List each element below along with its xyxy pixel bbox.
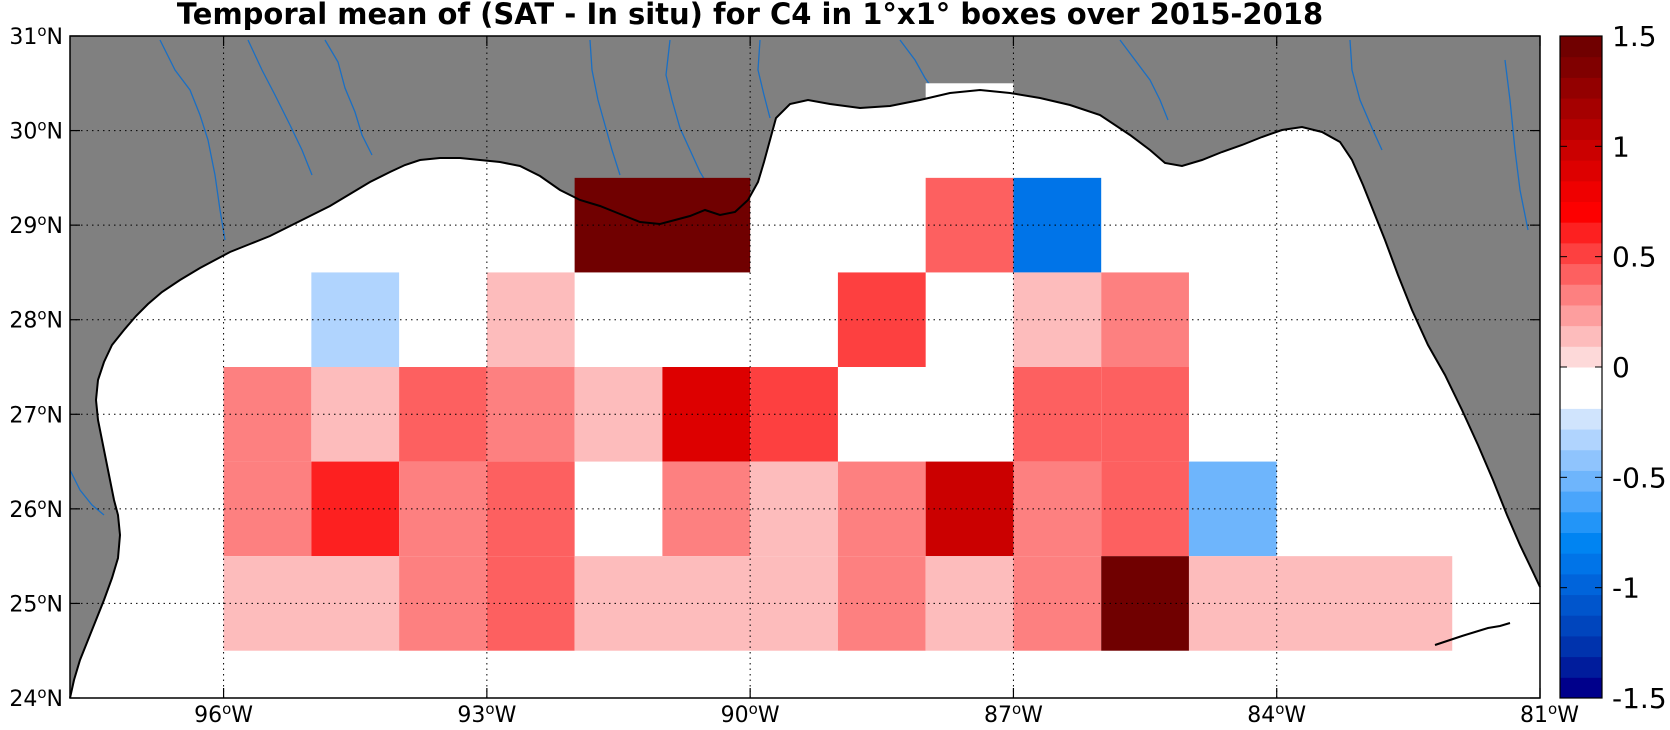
data-cell	[311, 461, 400, 557]
data-cell	[837, 177, 926, 273]
map-panel: 96oW 93oW 90oW 87oW 84oW 81oW 31oN 30oN 29oN 28o…	[9, 22, 1579, 728]
river-stjohns	[1504, 59, 1529, 231]
y-tick-label: 28oN	[9, 306, 63, 334]
data-cell	[837, 461, 926, 557]
rivers	[69, 39, 1529, 516]
colorbar-step	[1560, 56, 1602, 78]
graticule	[70, 36, 1540, 698]
river-atchafalaya	[589, 39, 621, 176]
x-tick-label: 96oW	[194, 700, 253, 728]
colorbar-step	[1560, 367, 1602, 389]
y-tick-label: 25oN	[9, 589, 63, 617]
river-apalachicola	[1119, 39, 1169, 121]
colorbar-step	[1560, 470, 1602, 492]
colorbar-step	[1560, 160, 1602, 182]
x-tick-label: 90oW	[721, 700, 780, 728]
colorbar-step	[1560, 77, 1602, 99]
colorbar-tick-label: 0.5	[1612, 241, 1657, 274]
map-frame	[69, 35, 1541, 699]
colorbar-step	[1560, 36, 1602, 58]
colorbar-step	[1560, 449, 1602, 471]
y-tick-label: 24oN	[9, 684, 63, 712]
colorbar-step	[1560, 408, 1602, 430]
colorbar-step	[1560, 180, 1602, 202]
colorbar-steps	[1560, 36, 1602, 699]
colorbar-step	[1560, 222, 1602, 244]
data-cell	[750, 272, 838, 367]
data-cell	[1188, 556, 1453, 651]
colorbar-step	[1560, 656, 1602, 678]
data-cell	[750, 367, 838, 462]
colorbar-step	[1560, 573, 1602, 596]
colorbar-step	[1560, 201, 1602, 223]
data-cell	[574, 556, 751, 651]
colorbar-tick-label: 1	[1612, 130, 1630, 163]
colorbar-step	[1560, 139, 1602, 161]
colorbar-step	[1560, 242, 1602, 265]
x-tick-label: 81oW	[1520, 700, 1579, 728]
colorbar-tick-label: -0.5	[1612, 461, 1667, 494]
river-neches	[324, 39, 373, 156]
colorbar-tick-label: -1	[1612, 572, 1640, 605]
river-suwannee	[1349, 39, 1383, 151]
colorbar-tick-label: -1.5	[1612, 682, 1667, 715]
river-trinity	[247, 39, 313, 176]
data-cell	[311, 272, 400, 367]
colorbar-step	[1560, 491, 1602, 513]
colorbar-step	[1560, 594, 1602, 616]
colorbar-step	[1560, 429, 1602, 451]
colorbar: 1.5 1 0.5 0 -0.5 -1 -1.5	[1559, 20, 1667, 715]
colorbar-step	[1560, 304, 1602, 327]
colorbar-step	[1560, 98, 1602, 120]
river-sabine	[159, 39, 226, 241]
land-mass-north	[70, 36, 1540, 698]
colorbar-step	[1560, 553, 1602, 575]
colorbar-step	[1560, 284, 1602, 306]
colorbar-step	[1560, 532, 1602, 554]
land-areas	[70, 36, 1540, 698]
river-pearl	[757, 39, 771, 119]
y-tick-label: 27oN	[9, 400, 63, 428]
colorbar-step	[1560, 511, 1602, 533]
colorbar-step	[1560, 677, 1602, 699]
river-rio-grande	[69, 469, 105, 516]
colorbar-tick-label: 1.5	[1612, 20, 1657, 53]
colorbar-step	[1560, 387, 1602, 409]
y-tick-label: 30oN	[9, 117, 63, 145]
y-tick-label: 31oN	[9, 22, 63, 50]
colorbar-step	[1560, 263, 1602, 285]
x-tick-label: 84oW	[1247, 700, 1306, 728]
colorbar-ticks: 1.5 1 0.5 0 -0.5 -1 -1.5	[1560, 20, 1667, 715]
data-cell	[311, 367, 400, 462]
data-cell	[223, 461, 312, 557]
data-cell	[837, 556, 926, 651]
florida-keys	[1434, 622, 1511, 646]
x-tick-label: 87oW	[984, 700, 1043, 728]
colorbar-step	[1560, 325, 1602, 347]
y-axis-ticks: 31oN 30oN 29oN 28oN 27oN 26oN 25oN 24oN	[9, 22, 1540, 712]
coastline	[69, 88, 1541, 699]
y-tick-label: 29oN	[9, 211, 63, 239]
y-tick-label: 26oN	[9, 495, 63, 523]
x-axis-ticks: 96oW 93oW 90oW 87oW 84oW 81oW	[194, 36, 1579, 728]
data-cell	[135, 556, 224, 651]
map-title: Temporal mean of (SAT - In situ) for C4 …	[177, 0, 1323, 31]
data-cell	[574, 177, 751, 273]
data-cell	[837, 272, 926, 367]
colorbar-step	[1560, 635, 1602, 658]
x-tick-label: 93oW	[457, 700, 516, 728]
colorbar-tick-label: 0	[1612, 351, 1630, 384]
data-cell	[750, 556, 838, 651]
colorbar-step	[1560, 615, 1602, 637]
colorbar-step	[1560, 346, 1602, 368]
data-cell	[750, 461, 838, 557]
data-cell	[223, 367, 312, 462]
colorbar-step	[1560, 118, 1602, 140]
